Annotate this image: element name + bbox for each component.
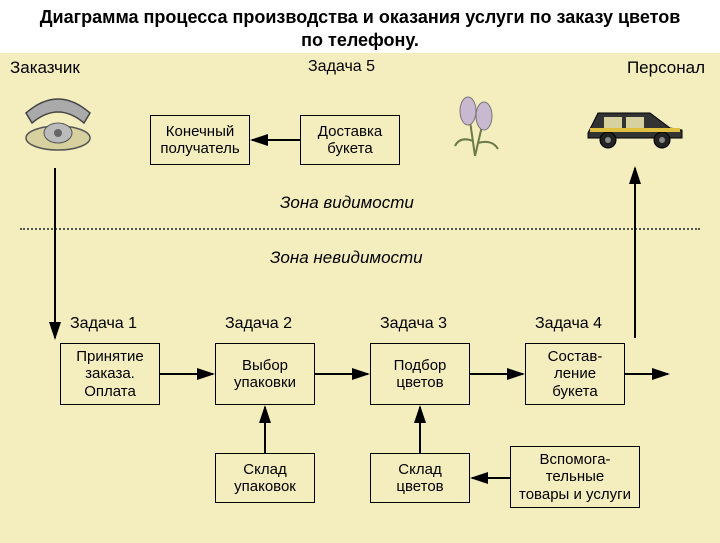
arrows-layer	[0, 53, 720, 543]
page-title: Диаграмма процесса производства и оказан…	[0, 0, 720, 53]
diagram-canvas: Заказчик Персонал Задача 5	[0, 53, 720, 543]
